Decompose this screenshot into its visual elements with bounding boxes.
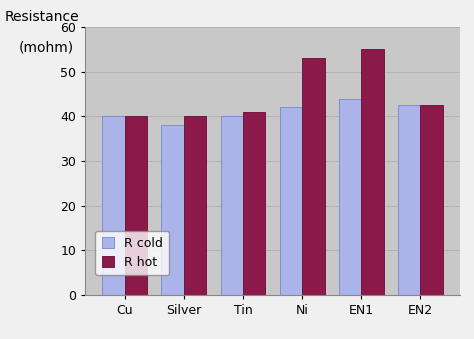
- Bar: [102, 116, 125, 295]
- Bar: [220, 116, 243, 295]
- Bar: [280, 107, 302, 295]
- Bar: [162, 125, 184, 295]
- Bar: [125, 116, 147, 295]
- Bar: [398, 105, 420, 295]
- Legend: R cold, R hot: R cold, R hot: [95, 231, 169, 275]
- Bar: [243, 112, 265, 295]
- Text: (mohm): (mohm): [19, 41, 74, 55]
- Bar: [302, 58, 325, 295]
- Bar: [184, 116, 206, 295]
- Bar: [339, 99, 361, 295]
- Bar: [420, 105, 443, 295]
- Text: Resistance: Resistance: [5, 10, 79, 24]
- Bar: [361, 49, 383, 295]
